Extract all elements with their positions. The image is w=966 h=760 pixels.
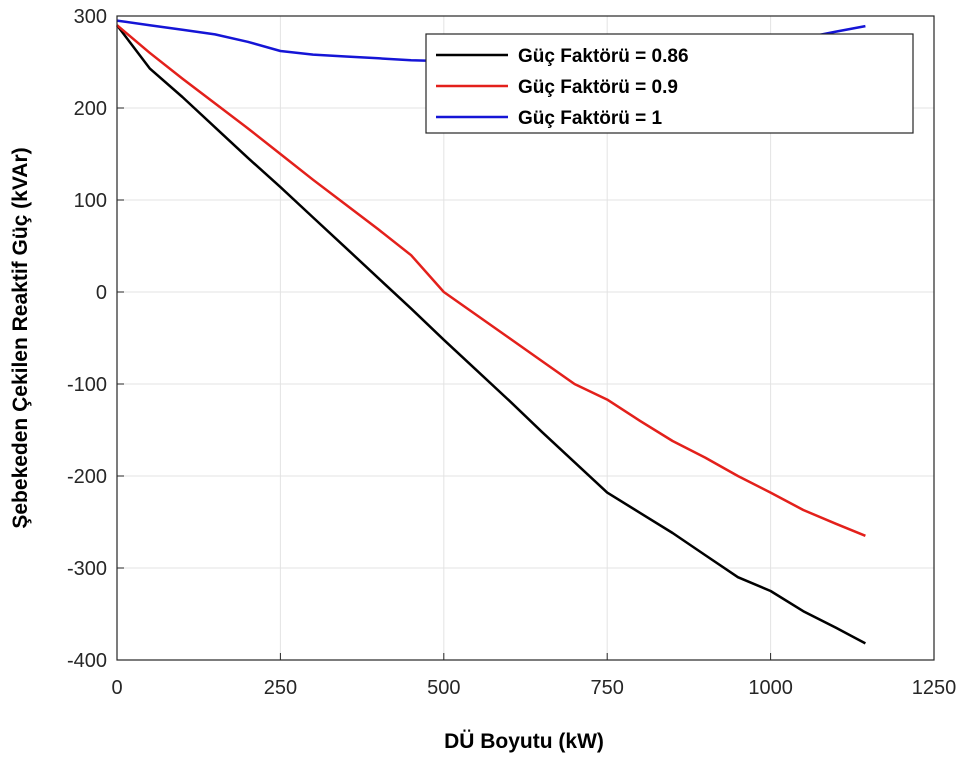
x-tick-labels: 0 250 500 750 1000 1250	[111, 677, 956, 699]
y-tick-label: -200	[67, 466, 107, 488]
y-tick-label: -300	[67, 558, 107, 580]
x-axis-title: DÜ Boyutu (kW)	[444, 730, 604, 753]
y-tick-label: 0	[96, 282, 107, 304]
legend: Güç Faktörü = 0.86 Güç Faktörü = 0.9 Güç…	[425, 33, 914, 134]
x-tick-label: 500	[427, 677, 460, 699]
legend-label-pf-1: Güç Faktörü = 1	[518, 108, 663, 129]
series-line-pf-086	[116, 24, 866, 645]
legend-label-pf-086: Güç Faktörü = 0.86	[518, 46, 689, 67]
x-tick-label: 1000	[748, 677, 793, 699]
series-line-pf-09	[116, 24, 866, 537]
y-tick-label: -400	[67, 650, 107, 672]
y-tick-label: -100	[67, 374, 107, 396]
x-tick-label: 1250	[912, 677, 957, 699]
y-axis-title: Şebekeden Çekilen Reaktif Güç (kVAr)	[9, 147, 32, 528]
tick-marks	[116, 15, 935, 661]
plot-area-frame	[116, 15, 935, 661]
y-tick-labels: 300 200 100 0 -100 -200 -300 -400	[67, 6, 107, 672]
x-tick-label: 750	[591, 677, 624, 699]
y-tick-label: 200	[74, 98, 107, 120]
legend-label-pf-09: Güç Faktörü = 0.9	[518, 77, 678, 98]
y-tick-label: 300	[74, 6, 107, 28]
x-tick-label: 0	[111, 677, 122, 699]
y-tick-label: 100	[74, 190, 107, 212]
x-tick-label: 250	[264, 677, 297, 699]
